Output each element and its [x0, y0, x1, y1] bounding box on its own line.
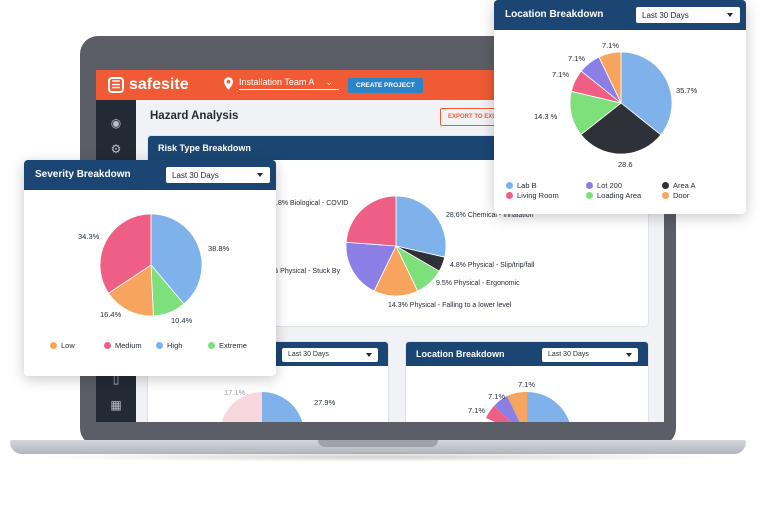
export-button[interactable]: EXPORT TO EXCEL	[440, 108, 502, 126]
location-pin-icon	[224, 77, 233, 90]
legend-label: Low	[61, 341, 75, 350]
legend-dot	[662, 192, 669, 199]
label-falling: 14.3% Physical - Falling to a lower leve…	[388, 302, 512, 309]
legend-label: Door	[673, 191, 690, 200]
legend-dot	[50, 342, 57, 349]
pct-loading-area: 14.3 %	[534, 112, 558, 121]
pie-slice-area-a[interactable]	[580, 102, 662, 154]
team-selector[interactable]: Installation Team A ⌄	[224, 77, 339, 90]
legend-item-lab-b[interactable]: Lab B	[506, 181, 537, 190]
risk-type-pie-chart	[346, 196, 446, 296]
legend-label: High	[167, 341, 183, 350]
bottom-right-date-select[interactable]: Last 30 Days	[542, 348, 638, 362]
legend-item-lot-200[interactable]: Lot 200	[586, 181, 622, 190]
legend-dot	[506, 192, 513, 199]
legend-dot	[662, 182, 669, 189]
bottom-left-pct-top: 17.1%	[224, 388, 246, 397]
bottom-right-pct-a: 7.1%	[518, 380, 536, 389]
legend-item-living-room[interactable]: Living Room	[506, 191, 559, 200]
settings-gears-icon[interactable]: ⚙	[110, 142, 122, 156]
pct-high: 38.8%	[208, 244, 230, 253]
severity-card-header: Severity Breakdown Last 30 Days	[24, 160, 276, 190]
label-stuck-by: % Physical - Stuck By	[272, 268, 341, 275]
pct-extreme: 10.4%	[171, 316, 193, 325]
legend-item-low[interactable]: Low	[50, 341, 75, 350]
bottom-left-pct-right: 27.9%	[314, 398, 336, 407]
location-date-select[interactable]: Last 30 Days	[636, 7, 740, 23]
pct-medium: 34.3%	[78, 232, 100, 241]
bottom-right-pct-b: 7.1%	[488, 392, 506, 401]
legend-dot	[208, 342, 215, 349]
bottom-right-panel: Location Breakdown Last 30 Days 7.1% 7.1…	[406, 342, 648, 422]
laptop-base	[10, 440, 746, 454]
label-covid: .8% Biological - COVID	[276, 200, 349, 207]
bottom-right-pie-chart	[486, 392, 570, 422]
location-card-header: Location Breakdown Last 30 Days	[494, 0, 746, 30]
pct-door: 7.1%	[602, 41, 620, 50]
pie-slice-lab-b[interactable]	[620, 52, 672, 136]
location-breakdown-card: Location Breakdown Last 30 Days 35.7% 28…	[494, 0, 746, 214]
pct-area-a: 28.6	[618, 160, 633, 169]
pct-lab-b: 35.7%	[676, 86, 698, 95]
label-slip: 4.8% Physical - Slip/trip/fall	[450, 262, 535, 269]
pie-slice-biological-covid[interactable]	[346, 196, 397, 247]
mobile-icon[interactable]: ▯	[112, 372, 120, 386]
pct-low: 16.4%	[100, 310, 122, 319]
brand-name: safesite	[129, 76, 189, 93]
chevron-down-icon	[257, 173, 263, 177]
severity-breakdown-card: Severity Breakdown Last 30 Days 38.8% 10…	[24, 160, 276, 376]
legend-item-door[interactable]: Door	[662, 191, 689, 200]
pie-slice-low[interactable]	[107, 264, 154, 316]
page-title: Hazard Analysis	[150, 110, 239, 122]
legend-item-loading-area[interactable]: Loading Area	[586, 191, 641, 200]
legend-label: Medium	[115, 341, 142, 350]
chevron-down-icon	[366, 353, 372, 357]
laptop-shadow	[30, 452, 726, 462]
location-pie-chart	[570, 52, 672, 154]
legend-label: Extreme	[219, 341, 247, 350]
legend-item-area-a[interactable]: Area A	[662, 181, 696, 190]
legend-dot	[506, 182, 513, 189]
pie-slice-physical-stuck-by[interactable]	[346, 241, 397, 292]
pie-slice-medium[interactable]	[100, 214, 152, 294]
legend-dot	[586, 182, 593, 189]
chevron-down-icon	[626, 353, 632, 357]
severity-date-select[interactable]: Last 30 Days	[166, 167, 270, 183]
legend-item-medium[interactable]: Medium	[104, 341, 142, 350]
pie-slice-door[interactable]	[598, 52, 622, 104]
label-chemical: 28.6% Chemical - Inhalation	[446, 212, 534, 219]
legend-dot	[156, 342, 163, 349]
chevron-down-icon: ⌄	[325, 77, 333, 87]
chevron-down-icon	[727, 13, 733, 17]
severity-card-title: Severity Breakdown	[35, 169, 131, 180]
pct-lot-200: 7.1%	[568, 54, 586, 63]
laptop-notch	[318, 440, 438, 447]
legend-dot	[104, 342, 111, 349]
legend-item-extreme[interactable]: Extreme	[208, 341, 247, 350]
pct-living-room: 7.1%	[552, 70, 570, 79]
dashboard-icon[interactable]: ◉	[110, 116, 122, 130]
legend-label: Lab B	[517, 181, 537, 190]
brand-logo[interactable]: ☰ safesite	[108, 76, 189, 94]
legend-dot	[586, 192, 593, 199]
severity-pie-chart	[100, 214, 202, 316]
label-ergonomic: 9.5% Physical - Ergonomic	[436, 280, 520, 287]
legend-label: Area A	[673, 181, 696, 190]
legend-item-high[interactable]: High	[156, 341, 182, 350]
legend-label: Loading Area	[597, 191, 642, 200]
create-project-button[interactable]: CREATE PROJECT	[348, 78, 423, 93]
bottom-right-pct-c: 7.1%	[468, 406, 486, 415]
pie-slice-high[interactable]	[150, 214, 202, 305]
location-card-title: Location Breakdown	[505, 9, 604, 20]
legend-label: Lot 200	[597, 181, 623, 190]
team-name: Installation Team A	[239, 77, 315, 87]
pie-slice-chemical-inhalation[interactable]	[395, 196, 446, 258]
bottom-left-pie-chart	[221, 392, 303, 422]
logo-mark-icon: ☰	[108, 77, 124, 93]
legend-label: Living Room	[517, 191, 559, 200]
bottom-left-date-select[interactable]: Last 30 Days	[282, 348, 378, 362]
building-icon[interactable]: ▦	[110, 398, 122, 412]
